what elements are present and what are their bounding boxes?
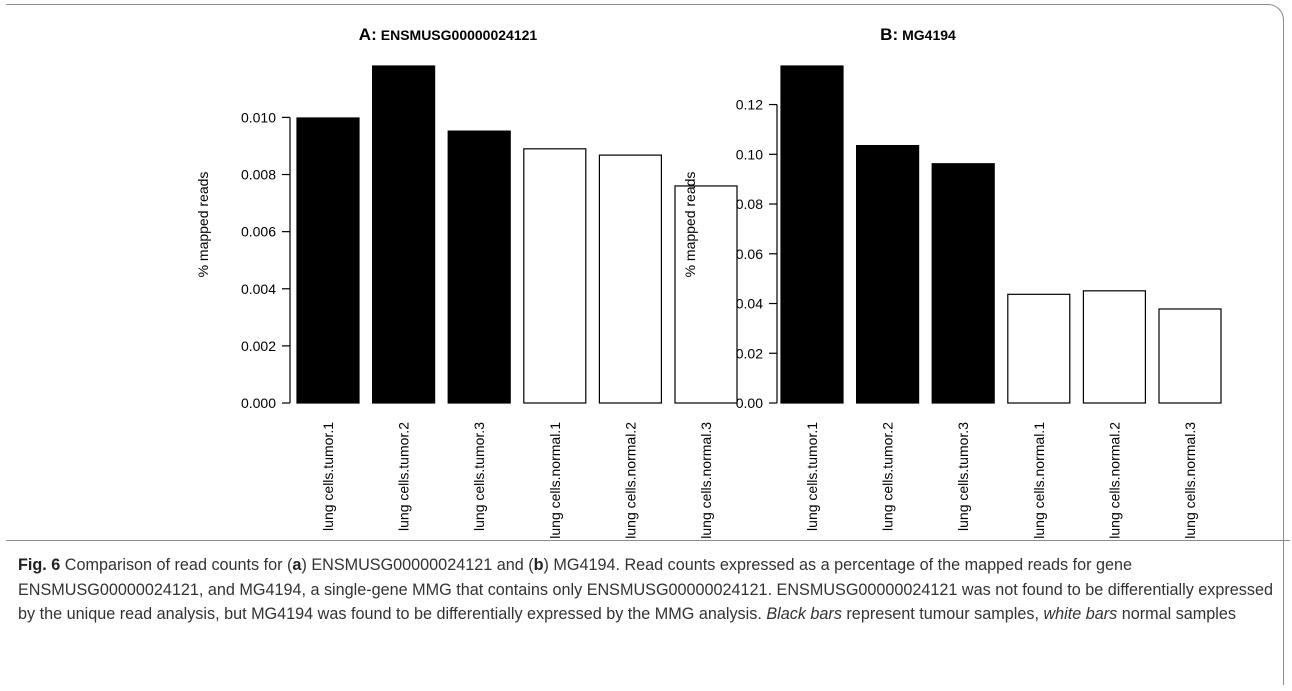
chart-b-category-label: lung cells.normal.2 <box>1106 422 1122 539</box>
chart-a: A: ENSMUSG00000024121 0.000 0.002 0.004 0.00… <box>195 25 738 539</box>
chart-a-bar <box>372 65 436 404</box>
chart-a-bar <box>296 117 360 404</box>
chart-a-bar <box>598 154 663 404</box>
chart-b-y-tick-label: 0.08 <box>736 196 763 212</box>
caption-black-bars: Black bars <box>766 605 842 623</box>
chart-b-category-label: lung cells.tumor.3 <box>955 422 971 531</box>
chart-b-title-prefix: B: <box>880 25 898 44</box>
chart-a-category-label: lung cells.tumor.3 <box>471 422 487 531</box>
chart-b-bar <box>855 144 920 404</box>
figure-caption: Fig. 6 Comparison of read counts for (a)… <box>18 553 1273 627</box>
chart-a-y-tick-label: 0.010 <box>241 109 276 125</box>
chart-b-y-axis-label: % mapped reads <box>682 172 698 278</box>
chart-a-title-prefix: A: <box>359 25 377 44</box>
chart-a-y-tick-label: 0.006 <box>241 224 276 240</box>
chart-a-y-tick-label: 0.000 <box>241 395 276 411</box>
chart-b-y-tick-label: 0.00 <box>736 395 763 411</box>
chart-a-bar <box>674 185 738 404</box>
figure-canvas: A: ENSMUSG00000024121 0.000 0.002 0.004 0.00… <box>195 25 1222 539</box>
caption-text-3: ) MG4194. Read counts expressed as a per… <box>18 556 1273 623</box>
chart-b-bar <box>1158 308 1222 404</box>
caption-panel-b: b <box>533 556 544 574</box>
chart-a-y-tick-label: 0.004 <box>241 281 276 297</box>
chart-a-y-tick-label: 0.008 <box>241 167 276 183</box>
chart-b-y-tick-label: 0.12 <box>736 97 763 113</box>
chart-b-y-tick-label: 0.04 <box>736 296 763 312</box>
chart-b: B: MG4194 0.00 0.02 0.04 0.06 0.08 0.10 0.12 % m… <box>682 25 1222 539</box>
caption-panel-a: a <box>292 556 302 574</box>
chart-a-bar <box>447 130 511 404</box>
chart-b-category-label: lung cells.tumor.1 <box>804 422 820 531</box>
chart-b-y-tick-label: 0.06 <box>736 246 763 262</box>
chart-b-bar <box>1082 290 1147 404</box>
chart-a-bar <box>523 148 587 404</box>
figure-frame <box>6 4 1284 685</box>
chart-a-category-label: lung cells.normal.1 <box>547 422 563 539</box>
chart-b-bar <box>931 163 995 404</box>
caption-text-5: normal samples <box>1117 605 1236 623</box>
chart-b-y-tick-label: 0.10 <box>736 146 763 162</box>
chart-a-category-label: lung cells.tumor.1 <box>320 422 336 531</box>
chart-a-y-axis-label: % mapped reads <box>195 172 211 278</box>
caption-text-2: ) ENSMUSG00000024121 and ( <box>301 556 534 574</box>
chart-a-category-label: lung cells.tumor.2 <box>396 422 412 531</box>
chart-b-category-label: lung cells.tumor.2 <box>880 422 896 531</box>
caption-white-bars: white bars <box>1043 605 1118 623</box>
chart-b-y-tick-label: 0.02 <box>736 345 763 361</box>
chart-b-title-main: MG4194 <box>902 27 956 43</box>
caption-fig-label: Fig. 6 <box>18 556 61 574</box>
chart-b-bar <box>780 65 844 404</box>
chart-b-category-label: lung cells.normal.3 <box>1182 422 1198 539</box>
chart-a-y-tick-label: 0.002 <box>241 338 276 354</box>
caption-text-4: represent tumour samples, <box>841 605 1044 623</box>
caption-text-1: Comparison of read counts for ( <box>60 556 293 574</box>
chart-a-title-main: ENSMUSG00000024121 <box>381 27 538 43</box>
chart-b-bar <box>1007 293 1071 404</box>
chart-b-title: B: MG4194 <box>880 25 956 44</box>
caption-divider <box>6 540 1290 541</box>
chart-a-category-label: lung cells.normal.3 <box>698 422 714 539</box>
chart-b-category-label: lung cells.normal.1 <box>1031 422 1047 539</box>
chart-a-category-label: lung cells.normal.2 <box>622 422 638 539</box>
chart-a-title: A: ENSMUSG00000024121 <box>359 25 538 44</box>
